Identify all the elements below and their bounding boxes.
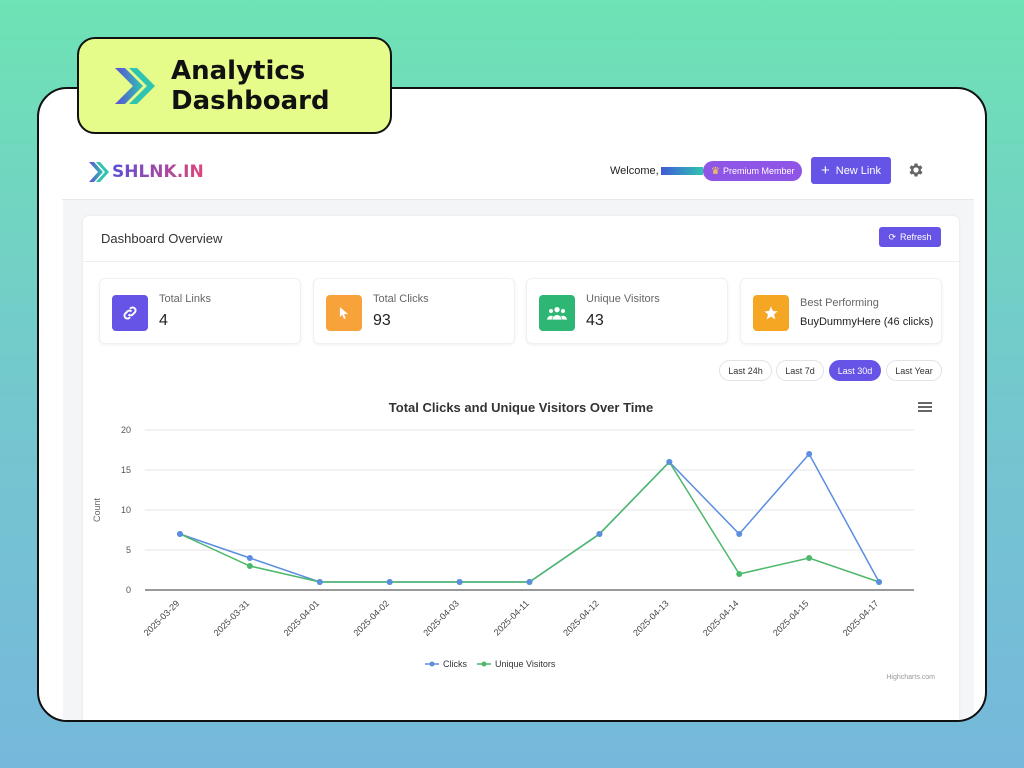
x-tick-label: 2025-03-31	[212, 598, 252, 638]
stat-label: Best Performing	[800, 297, 879, 309]
data-point	[876, 579, 883, 585]
chart-menu-icon[interactable]	[918, 401, 932, 413]
legend-label: Clicks	[443, 659, 467, 669]
plus-icon: +	[820, 162, 830, 179]
data-point	[386, 579, 393, 585]
data-point	[596, 531, 603, 537]
badge-title: Analytics Dashboard	[171, 55, 330, 116]
top-navbar: SHLNK.IN Welcome, ♛ Premium Member + New…	[39, 147, 985, 199]
header-divider	[62, 199, 974, 200]
stats-row: Total Links 4 Total Clicks 93 Unique Vis…	[99, 278, 943, 344]
stat-card-total-clicks: Total Clicks 93	[313, 278, 515, 344]
y-tick-label: 10	[121, 505, 131, 515]
data-point	[246, 563, 253, 569]
chart-title: Total Clicks and Unique Visitors Over Ti…	[388, 400, 654, 415]
refresh-icon: ⟳	[888, 231, 897, 242]
crown-icon: ♛	[711, 165, 720, 177]
data-point	[456, 579, 463, 585]
brand-arrow-icon	[89, 162, 109, 182]
x-tick-label: 2025-04-02	[351, 598, 391, 638]
y-tick-label: 5	[126, 545, 131, 555]
data-point	[736, 571, 743, 577]
stat-value: BuyDummyHere (46 clicks)	[800, 316, 934, 328]
welcome-text: Welcome,	[610, 165, 703, 177]
stat-label: Unique Visitors	[586, 293, 660, 305]
x-tick-label: 2025-04-17	[841, 598, 881, 638]
x-tick-label: 2025-04-15	[771, 598, 811, 638]
stat-card-total-links: Total Links 4	[99, 278, 301, 344]
y-axis-label: Count	[92, 498, 102, 523]
feature-badge: Analytics Dashboard	[77, 37, 392, 134]
range-last-7d[interactable]: Last 7d	[776, 360, 824, 381]
data-point	[316, 579, 323, 585]
x-tick-label: 2025-04-11	[492, 598, 531, 637]
content-area: Dashboard Overview ⟳ Refresh Total Links…	[63, 200, 974, 720]
legend-marker	[481, 661, 487, 667]
data-point	[526, 579, 533, 585]
data-point	[736, 531, 743, 537]
x-tick-label: 2025-04-12	[561, 598, 601, 638]
stat-value: 4	[159, 312, 168, 329]
x-tick-label: 2025-04-14	[701, 598, 741, 638]
legend-marker	[429, 661, 435, 667]
stat-card-best-performing: Best Performing BuyDummyHere (46 clicks)	[740, 278, 942, 344]
premium-label: Premium Member	[722, 166, 795, 176]
welcome-label: Welcome,	[610, 165, 659, 177]
star-icon	[753, 295, 789, 331]
refresh-label: Refresh	[900, 232, 932, 242]
dashboard-panel: Dashboard Overview ⟳ Refresh Total Links…	[83, 216, 959, 720]
brand-arrow-icon	[115, 67, 155, 104]
range-last-24h[interactable]: Last 24h	[719, 360, 772, 381]
x-tick-label: 2025-04-13	[631, 598, 671, 638]
chart-credit[interactable]: Highcharts.com	[886, 674, 935, 681]
x-tick-label: 2025-04-01	[282, 598, 322, 638]
line-chart: 0 5 10 15 20 Count 2025-03-29 2025-03-31 2025-04…	[92, 425, 914, 669]
data-point	[246, 555, 253, 561]
y-tick-label: 15	[121, 465, 131, 475]
brand-name: SHLNK.IN	[112, 162, 204, 182]
new-link-button[interactable]: + New Link	[811, 157, 891, 184]
series-line-clicks	[179, 452, 880, 583]
gear-icon[interactable]	[907, 161, 925, 179]
users-icon	[539, 295, 575, 331]
username-redacted	[660, 167, 703, 175]
panel-header: Dashboard Overview ⟳ Refresh	[83, 216, 959, 262]
x-tick-label: 2025-04-03	[421, 598, 461, 638]
stat-value: 43	[586, 312, 604, 329]
stat-label: Total Links	[159, 293, 211, 305]
y-tick-label: 0	[126, 585, 131, 595]
range-last-year[interactable]: Last Year	[886, 360, 942, 381]
x-tick-label: 2025-03-29	[142, 598, 182, 638]
panel-title: Dashboard Overview	[101, 231, 223, 246]
stat-card-unique-visitors: Unique Visitors 43	[526, 278, 728, 344]
data-point	[806, 555, 813, 561]
refresh-button[interactable]: ⟳ Refresh	[879, 227, 941, 247]
app-window: SHLNK.IN Welcome, ♛ Premium Member + New…	[37, 87, 987, 722]
stat-value: 93	[373, 312, 391, 329]
data-point	[176, 531, 183, 537]
range-last-30d[interactable]: Last 30d	[829, 360, 881, 381]
new-link-label: New Link	[835, 164, 881, 177]
stat-label: Total Clicks	[373, 293, 429, 305]
y-tick-label: 20	[121, 425, 131, 435]
data-point	[666, 459, 673, 465]
premium-badge: ♛ Premium Member	[703, 161, 803, 181]
data-point	[806, 451, 813, 457]
series-line-unique-visitors	[179, 460, 880, 583]
cursor-icon	[326, 295, 362, 331]
link-icon	[112, 295, 148, 331]
legend-label: Unique Visitors	[495, 659, 556, 669]
brand[interactable]: SHLNK.IN	[89, 161, 204, 183]
